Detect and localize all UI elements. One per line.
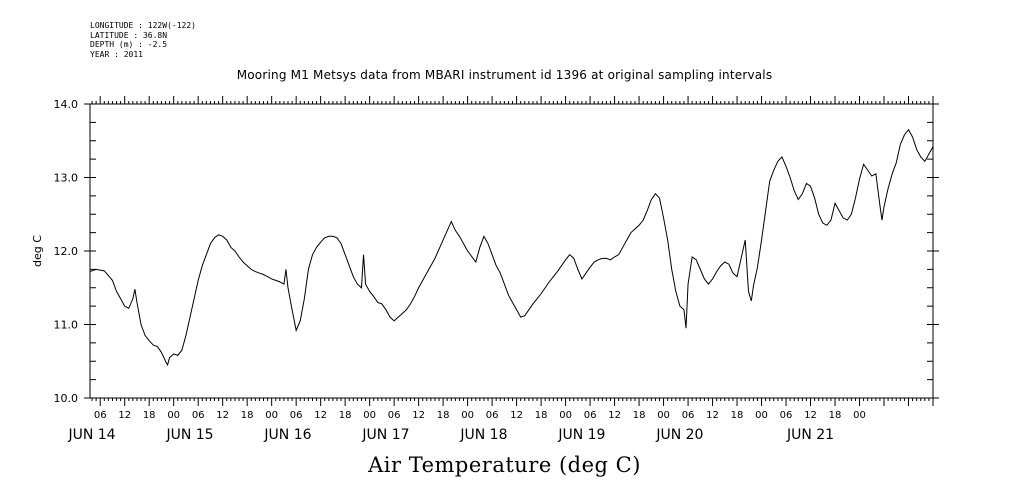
footer-label: Air Temperature (deg C) <box>368 453 641 477</box>
y-axis-label: deg C <box>31 235 44 267</box>
x-hour-label: 12 <box>118 410 131 421</box>
y-tick-label: 10.0 <box>54 392 79 405</box>
longitude-text: LONGITUDE : 122W(-122) <box>90 21 196 30</box>
y-tick-label: 12.0 <box>54 245 79 258</box>
y-tick-label: 13.0 <box>54 172 79 185</box>
year-text: YEAR : 2011 <box>90 49 143 59</box>
x-hour-label: 06 <box>682 410 695 421</box>
x-hour-label: 06 <box>486 410 499 421</box>
x-hour-label: 00 <box>167 410 180 421</box>
chart-title: Mooring M1 Metsys data from MBARI instru… <box>236 68 773 82</box>
x-hour-label: 00 <box>363 410 376 421</box>
series-line <box>89 128 934 367</box>
metadata-block: LONGITUDE : 122W(-122) LATITUDE : 36.8N … <box>90 21 196 59</box>
x-hour-label: 18 <box>241 410 254 421</box>
x-hour-label: 18 <box>339 410 352 421</box>
x-hour-label: 06 <box>780 410 793 421</box>
x-date-label: JUN 15 <box>165 427 213 443</box>
x-hour-label: 06 <box>584 410 597 421</box>
x-hour-label: 12 <box>216 410 229 421</box>
x-hour-label: 18 <box>633 410 646 421</box>
x-date-label: JUN 16 <box>263 427 311 443</box>
x-hour-label: 12 <box>412 410 425 421</box>
x-hour-label: 18 <box>829 410 842 421</box>
x-hour-label: 00 <box>755 410 768 421</box>
x-date-label: JUN 18 <box>459 427 507 443</box>
latitude-text: LATITUDE : 36.8N <box>90 30 168 40</box>
depth-text: DEPTH (m) : -2.5 <box>90 40 168 50</box>
x-hour-label: 18 <box>143 410 156 421</box>
x-hour-label: 12 <box>314 410 327 421</box>
x-hour-label: 18 <box>437 410 450 421</box>
x-hour-label: 00 <box>657 410 670 421</box>
x-hour-label: 06 <box>290 410 303 421</box>
x-date-label: JUN 17 <box>361 427 409 443</box>
x-hour-label: 06 <box>388 410 401 421</box>
x-hour-label: 12 <box>510 410 523 421</box>
x-hour-label: 12 <box>608 410 621 421</box>
x-date-label: JUN 20 <box>655 427 703 443</box>
y-tick-label: 11.0 <box>54 319 79 332</box>
x-hour-label: 06 <box>192 410 205 421</box>
x-hour-label: 12 <box>804 410 817 421</box>
x-hour-label: 12 <box>706 410 719 421</box>
plot-frame <box>89 103 934 399</box>
x-date-label: JUN 14 <box>67 427 115 443</box>
x-hour-label: 00 <box>559 410 572 421</box>
x-hour-label: 18 <box>535 410 548 421</box>
x-axis-ticks: 06 12 18 00 06 12 18 00 06 12 18 00 06 12 18 00 06 12 18 00… <box>67 96 934 443</box>
y-tick-label: 14.0 <box>54 98 79 111</box>
x-hour-label: 00 <box>265 410 278 421</box>
x-hour-label: 18 <box>731 410 744 421</box>
x-hour-label: 06 <box>94 410 107 421</box>
x-date-label: JUN 19 <box>557 427 605 443</box>
x-date-label: JUN 21 <box>786 427 834 443</box>
y-axis-ticks: 10.0 11.0 12.0 13.0 14.0 <box>54 98 939 405</box>
x-hour-label: 00 <box>461 410 474 421</box>
x-hour-label: 00 <box>853 410 866 421</box>
